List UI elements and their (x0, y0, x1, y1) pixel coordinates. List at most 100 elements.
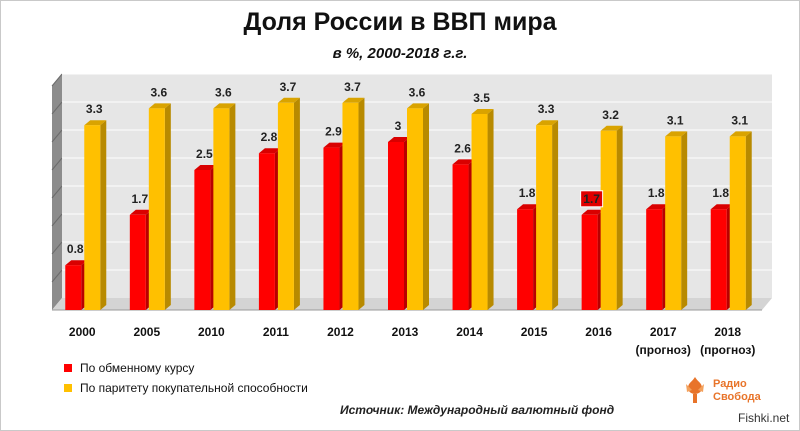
bar-front (148, 108, 165, 311)
x-tick-label-4: 2012 (327, 325, 354, 339)
bar-side (100, 120, 107, 310)
bar-ppp-2 (213, 103, 236, 311)
bar-market-5 (388, 137, 410, 310)
x-tick-label-10-note: (прогноз) (700, 343, 755, 357)
data-label-ppp-0: 3.3 (86, 102, 103, 116)
bar-side (487, 109, 494, 310)
bar-ppp-7 (536, 120, 559, 310)
logo-line-1: Радио (713, 378, 747, 390)
logo-text: Радио Свобода (713, 378, 761, 404)
bar-top (148, 103, 171, 109)
bar-front (452, 164, 469, 310)
data-label-market-3: 2.8 (261, 130, 278, 144)
data-label-market-4: 2.9 (325, 125, 342, 139)
bar-market-3 (258, 148, 281, 310)
logo-line-2: Свобода (713, 391, 761, 403)
bar-front (710, 209, 727, 310)
legend-item-market: По обменному курсу (64, 361, 194, 375)
bar-ppp-6 (471, 109, 494, 310)
bar-top (581, 209, 604, 215)
data-label-market-5: 3 (395, 119, 402, 133)
bar-front (388, 142, 404, 310)
bar-front (258, 153, 275, 310)
bar-front (65, 265, 82, 310)
bar-market-4 (323, 142, 346, 310)
bar-front (84, 125, 101, 310)
x-tick-label-8: 2016 (585, 325, 612, 339)
gridline-side (51, 185, 63, 199)
bar-market-6 (452, 159, 475, 310)
data-label-ppp-2: 3.6 (215, 85, 232, 99)
x-tick-label-9-note: (прогноз) (636, 343, 691, 357)
bar-ppp-4 (342, 97, 365, 310)
data-label-ppp-7: 3.3 (538, 102, 555, 116)
data-label-market-1: 1.7 (131, 192, 148, 206)
data-label-market-9: 1.8 (648, 186, 665, 200)
data-label-market-8: 1.7 (583, 192, 600, 206)
data-label-ppp-4: 3.7 (344, 80, 361, 94)
bar-front (471, 114, 488, 310)
bar-top (517, 204, 540, 210)
bar-top (129, 209, 152, 215)
bar-top (536, 120, 559, 126)
torch-icon (686, 377, 704, 403)
bar-top (323, 142, 346, 148)
bar-front (600, 130, 617, 310)
data-label-ppp-9: 3.1 (667, 113, 684, 127)
bar-ppp-1 (148, 103, 171, 311)
data-label-market-10: 1.8 (712, 186, 729, 200)
gridline-side (51, 269, 63, 283)
bar-side (293, 97, 300, 310)
bars (65, 97, 752, 311)
bar-front (342, 102, 359, 310)
x-tick-label-6: 2014 (456, 325, 483, 339)
data-label-ppp-3: 3.7 (280, 80, 297, 94)
data-label-ppp-6: 3.5 (473, 91, 490, 105)
bar-top (710, 204, 733, 210)
bar-market-2 (194, 165, 217, 310)
bar-top (407, 103, 429, 109)
bar-side (229, 103, 236, 311)
x-tick-label-0: 2000 (69, 325, 96, 339)
x-tick-label-5: 2013 (392, 325, 419, 339)
bar-ppp-8 (600, 125, 623, 310)
x-tick-label-3: 2011 (263, 325, 289, 339)
bar-market-1 (129, 209, 152, 310)
bar-market-8 (581, 209, 604, 310)
bar-ppp-3 (277, 97, 300, 310)
data-label-market-6: 2.6 (454, 141, 471, 155)
bar-top (471, 109, 494, 114)
data-label-ppp-5: 3.6 (409, 85, 426, 99)
bar-ppp-5 (407, 103, 429, 311)
gridline-side (51, 157, 63, 171)
bar-side (745, 131, 752, 310)
bar-top (84, 120, 107, 126)
chart-title: Доля России в ВВП мира (243, 8, 557, 36)
data-label-bg-market-8 (580, 190, 604, 208)
bar-front (277, 102, 294, 310)
bar-market-7 (517, 204, 540, 310)
bar-top (646, 204, 669, 210)
bar-front (665, 136, 682, 310)
bar-top (600, 125, 623, 131)
bar-side (552, 120, 559, 310)
bar-top (65, 260, 88, 266)
source-note: Источник: Международный валютный фонд (340, 403, 615, 417)
bar-top (277, 97, 300, 103)
x-tick-label-9: 2017 (650, 325, 677, 339)
bar-top (342, 97, 365, 103)
bar-market-9 (646, 204, 669, 310)
radio-svoboda-logo: Радио Свобода (680, 372, 761, 412)
bar-side (358, 97, 365, 310)
bar-front (581, 214, 598, 310)
legend-swatch-ppp (64, 384, 72, 392)
data-label-market-0: 0.8 (67, 242, 84, 256)
bar-ppp-9 (665, 131, 688, 310)
watermark: Fishki.net (738, 411, 790, 425)
data-label-ppp-8: 3.2 (602, 108, 619, 122)
x-tick-label-2: 2010 (198, 325, 225, 339)
bar-front (213, 108, 230, 311)
bar-market-0 (65, 260, 88, 310)
legend-label-ppp: По паритету покупательной способности (80, 381, 308, 395)
data-label-market-2: 2.5 (196, 147, 213, 161)
